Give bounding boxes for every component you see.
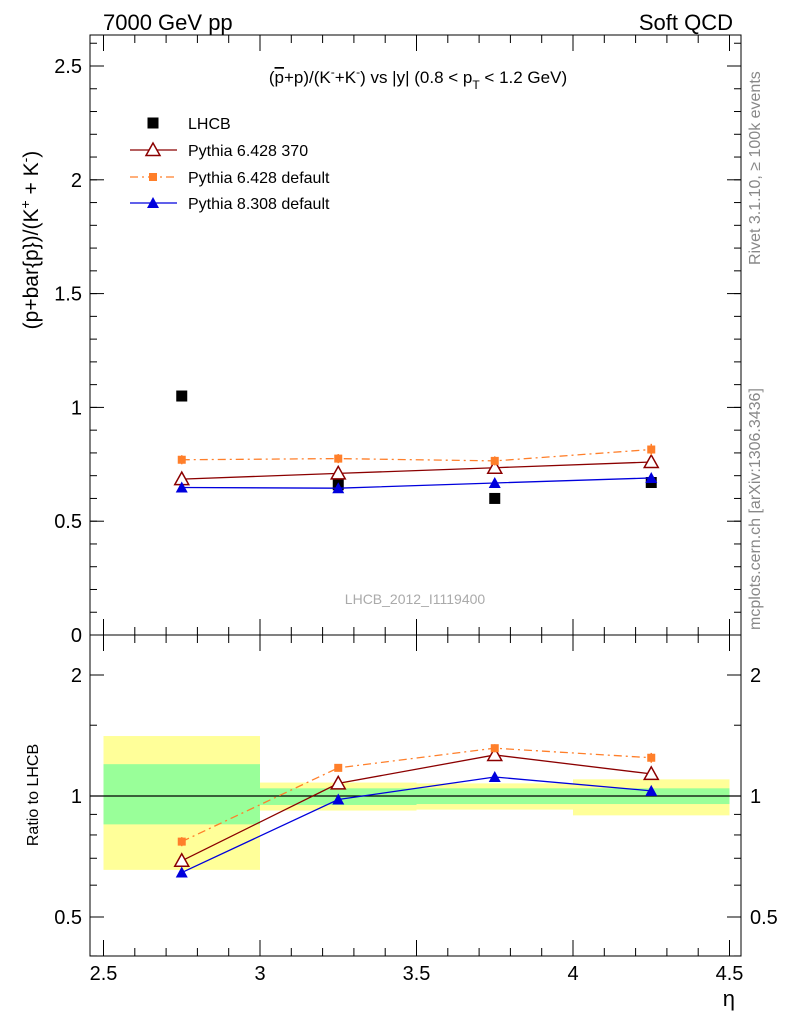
main-ytick-label: 0.5 [54,511,82,533]
ratio-ytick-label-right: 0.5 [750,907,778,929]
x-axis-label: η [723,986,735,1011]
legend-marker [149,173,157,181]
x-tick-label: 2.5 [90,963,118,985]
ratio-ytick-label-right: 2 [750,665,761,687]
mcplots-label: mcplots.cern.ch [arXiv:1306.3436] [747,388,764,630]
ratio-ytick-label-left: 1 [71,786,82,808]
main-pythia-6-428-default-point [647,445,656,454]
legend-marker [147,197,159,208]
main-plot-panel: 0 0.5 1 1.5 2 2.5 (p+p)/(K-+K-) vs |y| (0.8 <… [17,34,742,647]
main-pythia-8-308-default-series [175,471,658,494]
ratio-ytick-label-left: 0.5 [54,907,82,929]
ratio-pythia-6-428-370-point [173,852,191,868]
ratio-pythia-6-428-370-point [486,746,504,762]
ratio-ylabel: Ratio to LHCB [25,744,42,846]
main-pythia-6-428-370-line [181,461,652,480]
plot-title: (p+p)/(K-+K-) vs |y| (0.8 < pT < 1.2 GeV… [269,65,567,92]
legend-entry: Pythia 6.428 default [130,170,330,187]
x-tick-label: 3.5 [403,963,431,985]
main-pythia-8-308-default-line [181,477,652,489]
main-pythia-6-428-370-point [486,459,504,474]
main-pythia-6-428-370-series [173,453,660,486]
legend-marker [147,117,159,129]
x-tick-label: 4 [567,963,578,985]
main-ytick-label: 1 [71,397,82,419]
main-pythia-8-308-default-point [175,481,188,493]
main-pythia-8-308-default-point [488,476,501,488]
main-ytick-label: 2 [71,170,82,192]
analysis-watermark: LHCB_2012_I1119400 [345,591,486,607]
ratio-pythia-6-428-default-series [177,744,656,847]
main-pythia-8-308-default-point [645,471,658,483]
legend-marker [144,141,162,157]
main-pythia-8-308-default-point [332,482,345,494]
header-right: Soft QCD [639,10,733,35]
main-ytick-label: 0 [71,625,82,647]
ratio-ytick-label-left: 2 [71,665,82,687]
ratio-pythia-8-308-default-point [488,770,501,782]
ratio-pythia-8-308-default-point [332,793,345,805]
title-pbar: p [275,68,284,87]
legend-label: Pythia 8.308 default [188,196,330,213]
main-lhcb-series [176,390,657,504]
legend-entry: Pythia 6.428 370 [130,141,308,160]
ratio-pythia-8-308-default-point [645,784,658,796]
ratio-pythia-6-428-default-point [177,837,186,846]
main-ytick-label: 1.5 [54,284,82,306]
main-ylabel: (p+bar{p})/(K+ + K-) [17,151,43,330]
ratio-pythia-8-308-default-point [175,866,188,878]
ratio-pythia-6-428-default-point [334,763,343,772]
ratio-pythia-6-428-370-series [173,746,660,868]
x-tick-label: 3 [254,963,265,985]
main-pythia-6-428-370-point [329,464,347,480]
x-tick-label: 4.5 [716,963,744,985]
main-pythia-6-428-370-point [642,453,660,469]
legend-entry: LHCB [147,116,231,133]
main-pythia-6-428-default-line [181,448,652,462]
main-ytick-label: 2.5 [54,56,82,78]
main-lhcb-point [489,492,501,504]
legend: LHCB Pythia 6.428 370 Pythia 6.428 default… [130,116,330,213]
legend-entry: Pythia 8.308 default [130,196,330,213]
ratio-pythia-8-308-default-series [175,770,658,878]
legend-label: Pythia 6.428 default [188,170,330,187]
ratio-pythia-6-428-370-line [181,754,652,862]
ratio-pythia-6-428-370-point [642,765,660,781]
main-pythia-6-428-default-series [177,443,656,466]
ratio-plot-panel: 0.5 0.5 1 1 2 2 2.5 3 3.5 4 4.5 Ratio to LHCB η [25,634,778,1011]
ratio-pythia-6-428-default-point [490,744,499,753]
ratio-pythia-8-308-default-line [181,776,652,874]
ratio-pythia-6-428-default-line [181,747,652,843]
ratio-pythia-6-428-370-point [329,774,347,790]
header-left: 7000 GeV pp [103,10,233,35]
ratio-ytick-label-right: 1 [750,786,761,808]
main-pythia-6-428-default-point [177,455,186,464]
legend-label: Pythia 6.428 370 [188,143,308,160]
main-pythia-6-428-default-point [490,456,499,465]
legend-label: LHCB [188,116,231,133]
main-pythia-6-428-default-point [334,454,343,463]
ratio-pythia-6-428-default-point [647,753,656,762]
main-lhcb-point [176,390,188,402]
uncertainty-band-green [103,764,260,825]
rivet-label: Rivet 3.1.10, ≥ 100k events [747,71,764,265]
